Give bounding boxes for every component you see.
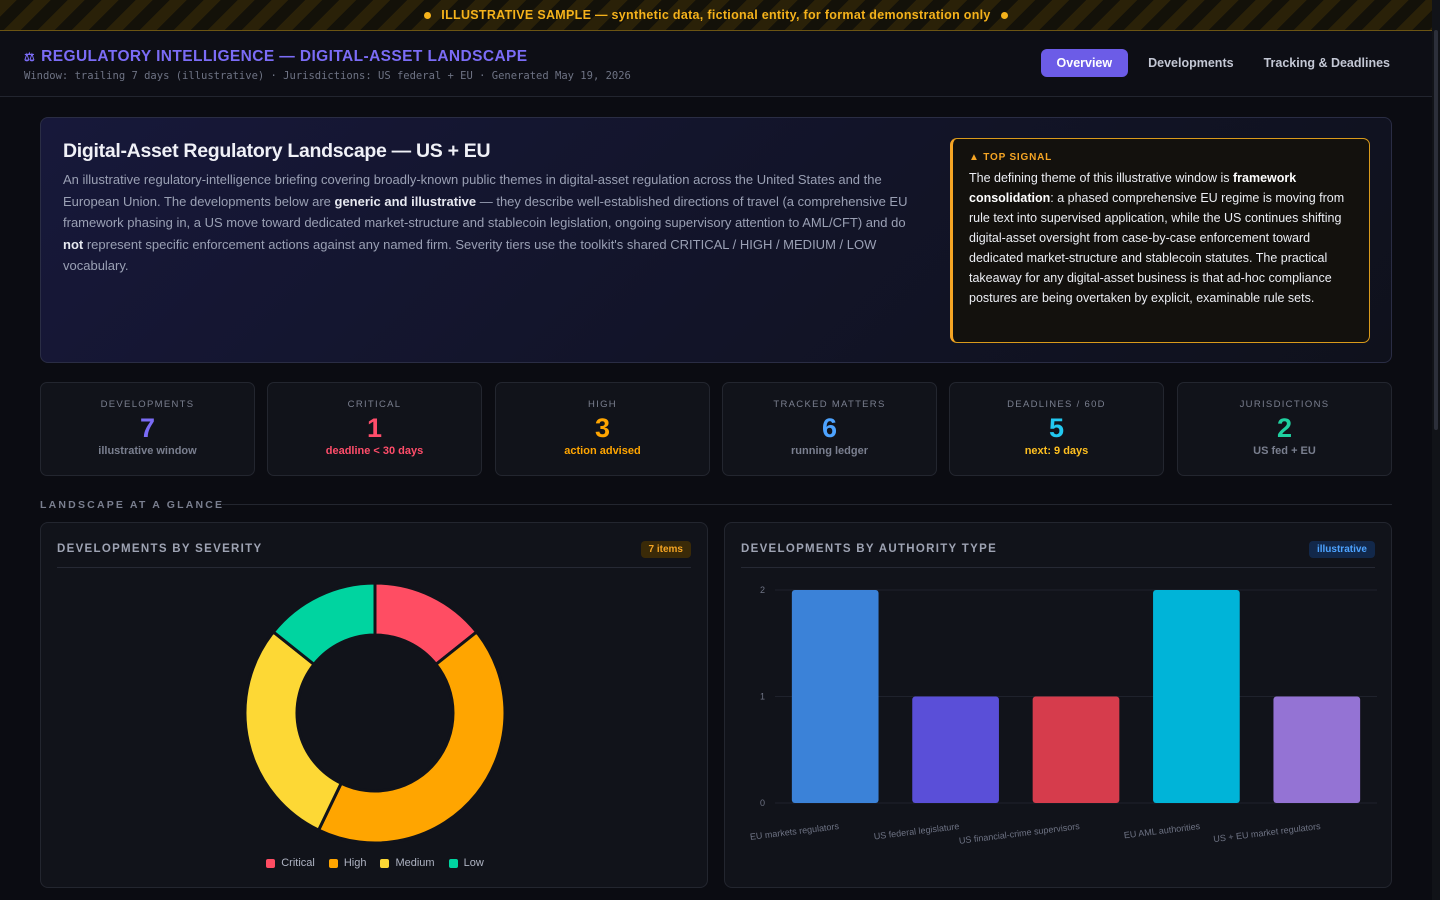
section-divider [222,504,1392,505]
kpi-label: DEVELOPMENTS [100,399,195,410]
kpi-subtext: illustrative window [98,445,197,457]
nav-tabs: Overview Developments Tracking & Deadlin… [1040,49,1400,77]
page-title: ⚖ REGULATORY INTELLIGENCE — DIGITAL-ASSE… [24,48,528,66]
hero-description: An illustrative regulatory-intelligence … [63,169,921,277]
kpi-label: TRACKED MATTERS [773,399,886,410]
hero-desc-part: — they describe well-established directi… [63,193,908,231]
panel-divider [57,567,691,568]
kpi-label: JURISDICTIONS [1239,399,1330,410]
x-tick-label: US + EU market regulators [1213,821,1322,844]
tab-developments[interactable]: Developments [1148,56,1234,70]
banner-text: ILLUSTRATIVE SAMPLE — synthetic data, fi… [441,8,991,22]
y-tick-label: 0 [760,798,765,808]
kpi-label: CRITICAL [347,399,402,410]
kpi-subtext: next: 9 days [1024,445,1089,457]
authority-chart-panel: DEVELOPMENTS BY AUTHORITY TYPE illustrat… [724,522,1392,888]
signal-text-bold: framework consolidation [969,171,1297,205]
kpi-subtext: US fed + EU [1253,445,1316,457]
kpi-card-deadlines: DEADLINES / 60D 5 next: 9 days [949,382,1164,476]
hero-summary-card: Digital-Asset Regulatory Landscape — US … [40,117,1392,363]
kpi-value: 1 [366,413,383,443]
legend-label: Low [463,857,484,869]
legend-swatch [328,858,338,868]
legend-swatch [380,858,390,868]
page-scrollbar[interactable] [1432,0,1440,900]
legend-swatch [448,858,458,868]
kpi-value: 2 [1276,413,1293,443]
items-count-badge: 7 items [640,541,691,558]
kpi-value: 6 [821,413,838,443]
legend-item-low[interactable]: Low [448,857,484,869]
kpi-card-jurisdictions: JURISDICTIONS 2 US fed + EU [1177,382,1392,476]
bar-1[interactable] [791,590,879,803]
donut-slice-medium[interactable] [243,629,344,833]
top-signal-callout: ▲ TOP SIGNAL The defining theme of this … [950,138,1370,343]
legend-label: Critical [281,857,315,869]
severity-donut-chart [243,581,507,845]
hero-desc-bold: not [63,236,84,252]
kpi-value: 5 [1048,413,1065,443]
page-title-text: REGULATORY INTELLIGENCE — DIGITAL-ASSET … [41,48,528,65]
signal-text-part: : a phased comprehensive EU regime is mo… [969,191,1345,305]
kpi-card-high: HIGH 3 action advised [495,382,710,476]
panel-divider [741,567,1375,568]
kpi-value: 7 [139,413,156,443]
scale-icon: ⚖ [24,50,36,64]
severity-legend: Critical High Medium Low [41,857,709,869]
legend-item-medium[interactable]: Medium [380,857,435,869]
signal-text-part: The defining theme of this illustrative … [969,171,1234,185]
illustrative-banner: ILLUSTRATIVE SAMPLE — synthetic data, fi… [0,0,1432,31]
legend-swatch [266,858,276,868]
page-subtitle: Window: trailing 7 days (illustrative) ·… [24,70,631,82]
tab-tracking-deadlines[interactable]: Tracking & Deadlines [1263,56,1390,70]
kpi-card-tracked-matters: TRACKED MATTERS 6 running ledger [722,382,937,476]
banner-dot-icon [1000,11,1008,19]
x-tick-label: EU AML authorities [1123,821,1201,840]
hero-desc-part: An illustrative regulatory-intelligence … [63,172,882,209]
app-header: ⚖ REGULATORY INTELLIGENCE — DIGITAL-ASSE… [0,31,1432,97]
bar-4[interactable] [1153,590,1240,803]
legend-item-critical[interactable]: Critical [266,857,315,869]
top-signal-label: ▲ TOP SIGNAL [969,152,1053,163]
y-tick-label: 1 [760,692,765,702]
kpi-label: HIGH [588,399,617,410]
x-tick-label: EU markets regulators [749,821,840,842]
authority-panel-title: DEVELOPMENTS BY AUTHORITY TYPE [741,543,998,555]
severity-panel-title: DEVELOPMENTS BY SEVERITY [57,543,263,555]
authority-bar-chart: 0 1 2 EU markets regulators US federal legis… [749,585,1377,846]
legend-item-high[interactable]: High [328,857,367,869]
bar-2[interactable] [912,696,999,804]
kpi-card-critical: CRITICAL 1 deadline < 30 days [267,382,482,476]
tab-overview[interactable]: Overview [1040,49,1129,77]
hero-title: Digital-Asset Regulatory Landscape — US … [63,140,491,162]
x-tick-label: US financial-crime supervisors [958,821,1080,846]
x-tick-label: US federal legislature [873,821,960,841]
kpi-value: 3 [594,413,611,443]
scrollbar-thumb[interactable] [1434,30,1438,430]
section-title: LANDSCAPE AT A GLANCE [40,499,225,511]
top-signal-text: The defining theme of this illustrative … [969,168,1353,308]
banner-dot-icon [424,11,432,19]
bar-3[interactable] [1032,696,1120,804]
kpi-subtext: deadline < 30 days [325,445,424,457]
donut-slice-high[interactable] [316,629,507,845]
hero-desc-bold: generic and illustrative [334,193,477,209]
legend-label: Medium [395,857,435,869]
kpi-subtext: action advised [564,445,641,457]
kpi-card-developments: DEVELOPMENTS 7 illustrative window [40,382,255,476]
severity-chart-panel: DEVELOPMENTS BY SEVERITY 7 items Critica… [40,522,708,888]
hero-desc-part: represent specific enforcement actions a… [63,236,877,274]
donut-slice-low[interactable] [271,581,377,667]
legend-label: High [343,857,367,869]
illustrative-badge: illustrative [1308,541,1375,558]
kpi-label: DEADLINES / 60D [1007,399,1106,410]
y-tick-label: 2 [760,585,765,595]
kpi-subtext: running ledger [791,445,868,457]
bar-5[interactable] [1273,696,1361,804]
